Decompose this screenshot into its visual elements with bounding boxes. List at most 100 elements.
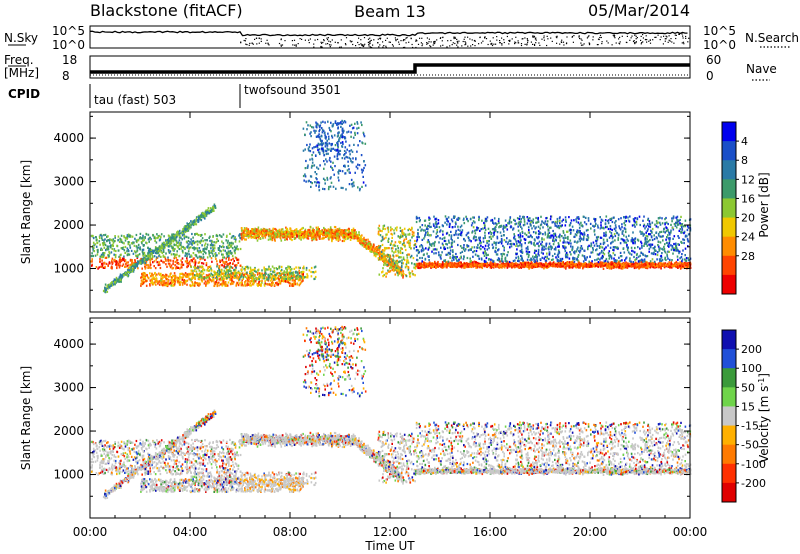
nsearch-point xyxy=(330,44,332,46)
nsearch-point xyxy=(666,36,668,38)
echo-point xyxy=(216,284,219,288)
echo-point xyxy=(256,277,259,281)
echo-point xyxy=(233,249,236,252)
nsearch-point xyxy=(625,41,627,43)
echo-point xyxy=(284,271,286,274)
echo-point xyxy=(181,261,183,264)
echo-point xyxy=(177,233,179,236)
echo-point xyxy=(132,270,135,273)
echo-point xyxy=(315,145,317,148)
nsearch-point xyxy=(640,35,642,37)
echo-point xyxy=(219,277,222,280)
echo-point xyxy=(213,203,216,206)
echo-point xyxy=(217,248,220,251)
nsearch-point xyxy=(385,39,387,41)
echo-point xyxy=(192,223,194,226)
echo-point xyxy=(158,253,161,256)
echo-point xyxy=(101,259,103,262)
echo-point xyxy=(108,250,110,254)
nsearch-point xyxy=(408,41,410,43)
echo-point xyxy=(338,122,341,125)
echo-point xyxy=(117,262,120,265)
echo-point xyxy=(210,257,213,260)
nsearch-point xyxy=(258,37,261,39)
echo-point xyxy=(160,250,162,253)
nsearch-point xyxy=(260,40,262,42)
echo-point xyxy=(348,227,350,230)
echo-point xyxy=(284,274,287,277)
echo-point xyxy=(320,135,323,138)
nsearch-point xyxy=(265,42,267,44)
echo-point xyxy=(125,265,127,268)
echo-point xyxy=(200,265,203,268)
echo-point xyxy=(108,252,111,255)
echo-point xyxy=(194,261,197,264)
echo-point xyxy=(103,243,106,246)
echo-point xyxy=(180,244,182,247)
echo-point xyxy=(349,124,351,127)
echo-point xyxy=(325,235,327,238)
echo-point xyxy=(203,282,206,285)
nsearch-point xyxy=(280,45,282,47)
echo-point xyxy=(196,232,198,235)
echo-point xyxy=(202,240,204,243)
echo-point xyxy=(202,268,204,271)
echo-point xyxy=(278,275,280,278)
nsearch-point xyxy=(682,35,684,37)
echo-point xyxy=(333,155,336,158)
echo-point xyxy=(172,284,174,287)
echo-point xyxy=(183,234,186,237)
date-label: 05/Mar/2014 xyxy=(588,1,690,20)
echo-point xyxy=(291,238,293,242)
echo-point xyxy=(232,242,234,245)
nsearch-point xyxy=(396,38,399,40)
echo-point xyxy=(356,150,358,153)
nsearch-point xyxy=(670,38,672,40)
echo-point xyxy=(272,282,274,285)
echo-point xyxy=(244,283,246,286)
echo-point xyxy=(345,229,347,232)
echo-point xyxy=(181,263,184,266)
echo-point xyxy=(312,126,315,129)
echo-point xyxy=(124,265,126,268)
echo-point xyxy=(181,238,183,241)
echo-point xyxy=(231,235,234,238)
echo-point xyxy=(120,240,123,243)
echo-point xyxy=(356,235,358,238)
echo-point xyxy=(205,209,207,212)
echo-point xyxy=(334,236,337,240)
echo-point xyxy=(214,206,217,209)
echo-point xyxy=(169,236,171,239)
echo-point xyxy=(184,225,186,228)
echo-point xyxy=(290,275,293,278)
echo-point xyxy=(252,281,254,284)
echo-point xyxy=(178,281,181,284)
echo-point xyxy=(142,234,144,237)
echo-point xyxy=(216,238,218,241)
echo-point xyxy=(180,259,182,262)
echo-point xyxy=(357,126,360,129)
nsearch-point xyxy=(526,43,528,45)
echo-point xyxy=(220,283,222,286)
echo-point xyxy=(174,233,177,236)
echo-point xyxy=(163,235,165,238)
echo-point xyxy=(274,278,276,281)
echo-point xyxy=(104,256,107,259)
echo-point xyxy=(233,276,236,279)
echo-point xyxy=(164,282,167,285)
echo-point xyxy=(304,133,306,136)
echo-point xyxy=(178,276,181,279)
echo-point xyxy=(328,159,331,162)
echo-point xyxy=(237,277,239,280)
nsearch-point xyxy=(367,41,369,43)
echo-point xyxy=(92,254,94,258)
echo-point xyxy=(357,186,359,189)
echo-point xyxy=(209,265,212,268)
echo-point xyxy=(302,273,304,276)
echo-point xyxy=(192,239,195,243)
echo-point xyxy=(160,272,162,275)
echo-point xyxy=(161,251,164,254)
echo-point xyxy=(133,241,135,244)
nsearch-point xyxy=(359,47,361,49)
freq-tick-bottom: 8 xyxy=(62,69,70,83)
